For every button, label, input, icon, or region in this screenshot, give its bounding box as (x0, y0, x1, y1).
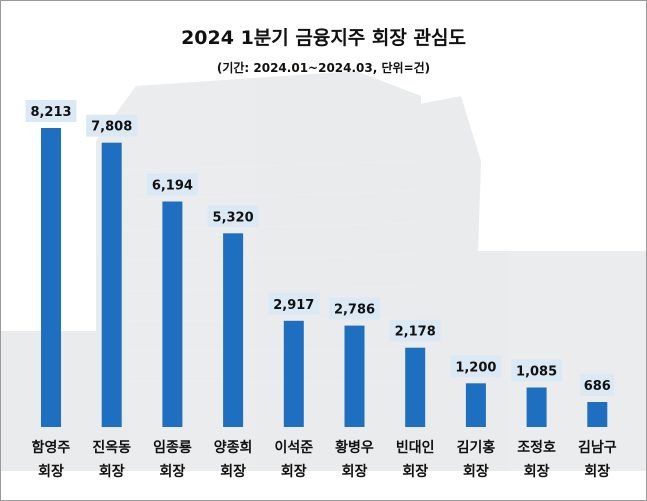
category-label: 회장 (160, 463, 186, 480)
category-label: 회장 (99, 463, 125, 480)
bar (465, 383, 486, 427)
category-label: 회장 (342, 463, 368, 480)
category-label: 회장 (584, 463, 610, 480)
data-label-background (25, 100, 77, 122)
data-label: 8,213 (30, 105, 71, 120)
category-label: 함영주 (32, 439, 71, 456)
data-label-background (450, 355, 502, 378)
category-label: 김남구 (578, 439, 617, 456)
bar (587, 402, 608, 427)
data-label-background (389, 319, 441, 342)
data-label: 6,194 (152, 179, 193, 194)
bar (41, 128, 61, 427)
category-label: 이석준 (274, 439, 313, 456)
data-label-background (329, 297, 380, 320)
data-label-background (580, 374, 615, 396)
bar (526, 387, 547, 427)
data-label-background (86, 114, 138, 137)
data-label: 686 (584, 379, 611, 394)
data-label-background (511, 359, 563, 382)
data-label: 2,178 (395, 325, 436, 340)
category-label: 회장 (463, 463, 489, 480)
bar (405, 347, 426, 427)
bar (344, 325, 365, 427)
data-label: 2,917 (273, 298, 314, 313)
bar (283, 320, 304, 427)
bar (223, 233, 244, 427)
category-label: 진옥동 (92, 439, 131, 456)
chart-title: 2024 1분기 금융지주 회장 관심도 (181, 27, 466, 49)
category-label: 회장 (281, 463, 307, 480)
data-label: 2,786 (334, 303, 375, 318)
data-label: 1,200 (455, 360, 496, 375)
category-label: 황병우 (335, 439, 374, 456)
data-label: 7,808 (91, 120, 132, 135)
data-label-background (268, 292, 320, 315)
category-label: 회장 (524, 463, 550, 480)
data-label-background (207, 205, 259, 228)
category-label: 빈대인 (396, 439, 435, 456)
category-label: 양종희 (214, 440, 253, 456)
category-label: 조정호 (517, 439, 556, 456)
data-label-background (146, 173, 198, 196)
data-label: 5,320 (213, 210, 254, 225)
category-label: 임종룡 (153, 440, 192, 456)
bar (162, 201, 183, 427)
category-label: 회장 (38, 463, 64, 480)
chart-subtitle: (기간: 2024.01~2024.03, 단위=건) (216, 61, 431, 75)
data-label: 1,085 (516, 365, 557, 380)
category-label: 회장 (220, 463, 246, 480)
category-label: 회장 (402, 463, 428, 480)
category-label: 김기홍 (457, 439, 496, 456)
bar (101, 142, 122, 427)
